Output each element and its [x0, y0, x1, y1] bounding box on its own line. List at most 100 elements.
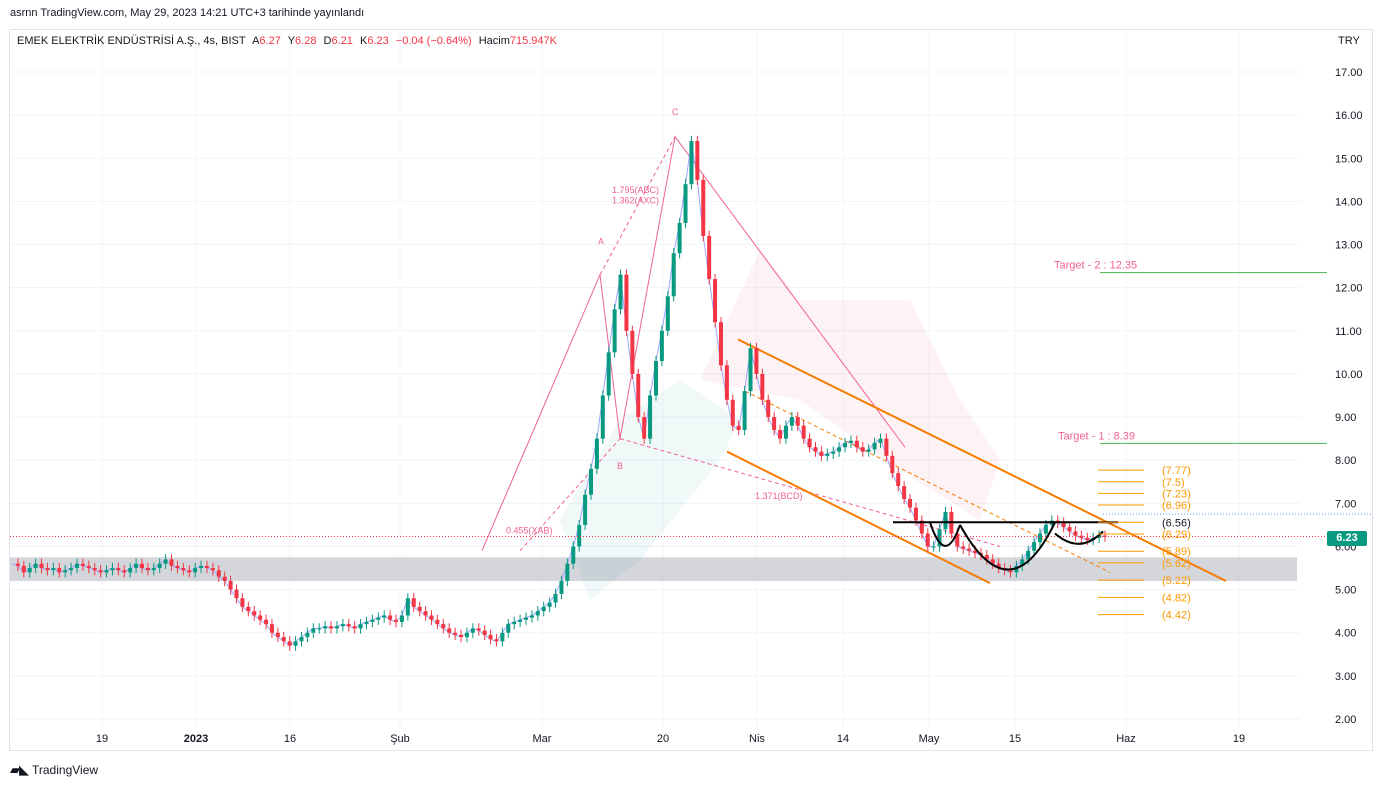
- high-value: 6.28: [295, 35, 317, 47]
- volume-value: 715.947K: [509, 35, 557, 47]
- fib-label: (5.89): [1162, 546, 1191, 558]
- candle-body: [1085, 537, 1090, 540]
- candle-body: [1073, 531, 1078, 536]
- candle-body: [376, 617, 381, 620]
- candle-body: [866, 449, 871, 452]
- y-tick-label: 16.00: [1335, 110, 1363, 122]
- candle-body: [57, 568, 62, 573]
- candle-body: [145, 568, 150, 571]
- candle-body: [240, 598, 245, 607]
- candle-body: [659, 330, 664, 361]
- candle-body: [287, 641, 292, 646]
- candle-body: [843, 442, 848, 448]
- candle-body: [524, 617, 529, 620]
- candle-body: [736, 425, 741, 431]
- candle-body: [754, 348, 759, 374]
- candle-body: [612, 309, 617, 353]
- candle-body: [506, 624, 511, 633]
- candle-body: [228, 580, 233, 590]
- candle-body: [665, 296, 670, 331]
- candle-body: [139, 563, 144, 569]
- candle-body: [340, 624, 345, 627]
- open-label: A: [252, 35, 260, 47]
- candle-body: [388, 615, 393, 620]
- candle-body: [494, 639, 499, 642]
- low-value: 6.21: [331, 35, 353, 47]
- candle-body: [110, 568, 115, 571]
- candle-body: [825, 453, 830, 456]
- candle-body: [323, 626, 328, 629]
- candle-body: [234, 589, 239, 599]
- candle-body: [51, 568, 56, 571]
- candle-body: [429, 615, 434, 620]
- candle-body: [151, 568, 156, 571]
- y-tick-label: 8.00: [1335, 455, 1356, 467]
- y-tick-label: 14.00: [1335, 196, 1363, 208]
- channel-upper: [737, 338, 1227, 582]
- candle-body: [541, 606, 546, 612]
- candle-body: [772, 417, 777, 431]
- candle-body: [648, 395, 653, 439]
- descending-channel: [726, 338, 1227, 585]
- fib-label: (6.56): [1162, 517, 1191, 529]
- candle-body: [973, 550, 978, 553]
- fib-label: (7.77): [1162, 465, 1191, 477]
- candle-body: [116, 568, 121, 571]
- candle-body: [724, 365, 729, 400]
- candle-body: [1038, 533, 1043, 543]
- currency-label: TRY: [1338, 35, 1360, 47]
- candle-body: [577, 524, 582, 547]
- candle-body: [854, 440, 859, 448]
- y-tick-label: 9.00: [1335, 412, 1356, 424]
- candle-body: [15, 563, 20, 566]
- candle-body: [299, 637, 304, 642]
- candle-body: [760, 373, 765, 400]
- candle-body: [677, 222, 682, 254]
- candle-body: [311, 628, 316, 633]
- volume-label: Hacim: [478, 35, 510, 47]
- candle-body: [630, 330, 635, 374]
- chart-frame[interactable]: [9, 29, 1373, 751]
- candle-body: [813, 447, 818, 452]
- y-tick-label: 15.00: [1335, 153, 1363, 165]
- candle-body: [74, 563, 79, 569]
- candle-body: [967, 548, 972, 551]
- y-tick-label: 12.00: [1335, 283, 1363, 295]
- y-tick-label: 10.00: [1335, 369, 1363, 381]
- candle-body: [199, 565, 204, 569]
- candle-body: [860, 447, 865, 452]
- cup-and-handle: [893, 513, 1373, 571]
- channel-lower: [726, 450, 991, 585]
- candle-body: [447, 628, 452, 633]
- candle-body: [547, 602, 552, 607]
- fib-label: (5.22): [1162, 575, 1191, 587]
- cloud-red: [700, 250, 1000, 520]
- candle-body: [1043, 524, 1048, 534]
- close-label: K: [359, 35, 368, 47]
- fib-label: (7.5): [1162, 477, 1185, 489]
- candle-body: [913, 507, 918, 521]
- candle-body: [730, 399, 735, 426]
- x-tick-label: Nis: [749, 733, 765, 745]
- x-tick-label: Haz: [1116, 733, 1136, 745]
- harmonic-point-label: B: [617, 461, 623, 471]
- candle-body: [919, 520, 924, 534]
- x-axis: 19 2023 16 Şub Mar 20 Nis 14 May 15 Haz 19: [96, 733, 1245, 745]
- candle-body: [246, 606, 251, 612]
- harmonic-ratio-label: 1.795(ABC): [612, 185, 659, 195]
- harmonic-ac: [599, 136, 676, 275]
- x-tick-label: May: [919, 733, 940, 745]
- harmonic-ratio-label: 0.455(XAB): [506, 526, 553, 536]
- candle-body: [996, 563, 1001, 569]
- candle-body: [317, 628, 322, 630]
- candle-body: [399, 615, 404, 622]
- candle-body: [370, 619, 375, 622]
- candle-body: [583, 494, 588, 525]
- harmonic-ratio-label: 1.362(AXC): [612, 196, 659, 206]
- y-tick-label: 13.00: [1335, 240, 1363, 252]
- candle-body: [405, 598, 410, 616]
- candle-body: [169, 559, 174, 566]
- target-label: Target - 2 : 12.35: [1054, 260, 1137, 272]
- candle-body: [394, 619, 399, 622]
